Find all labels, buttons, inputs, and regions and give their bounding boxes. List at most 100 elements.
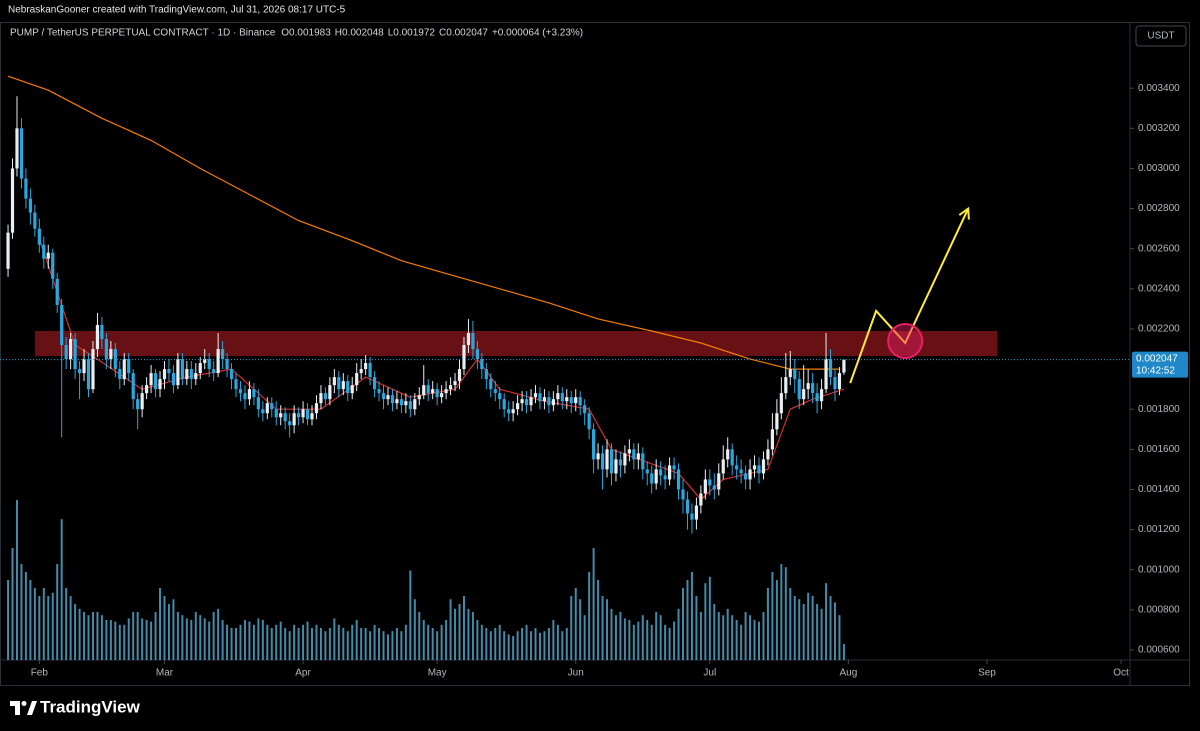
volume-bar	[534, 628, 537, 660]
candle-body	[757, 465, 761, 474]
resistance-zone	[34, 330, 998, 357]
volume-bar	[105, 620, 108, 660]
volume-bar	[659, 615, 662, 660]
y-tick-label: 0.000800	[1138, 604, 1180, 615]
candle-body	[95, 324, 100, 350]
volume-bar	[302, 624, 305, 660]
volume-bar	[378, 628, 381, 660]
candle-body	[261, 409, 265, 414]
volume-bar	[395, 628, 398, 660]
candle-body	[551, 399, 555, 406]
volume-bar	[682, 588, 685, 660]
candle-body	[726, 449, 730, 460]
volume-bar	[47, 596, 50, 660]
candle-body	[256, 397, 260, 410]
candle-body	[837, 373, 842, 390]
volume-bar	[123, 624, 126, 660]
candle-body	[292, 413, 296, 426]
volume-bar	[118, 624, 121, 660]
volume-bar	[556, 624, 559, 660]
candle-body	[676, 469, 681, 490]
candle-body	[511, 409, 515, 414]
volume-bar	[221, 620, 224, 660]
volume-bar	[503, 631, 506, 660]
candle-body	[681, 489, 685, 500]
volume-bar	[619, 612, 622, 660]
symbol: PUMP / TetherUS PERPETUAL CONTRACT · 1D …	[10, 28, 276, 39]
volume-bar	[641, 615, 644, 660]
candle-body	[314, 403, 319, 414]
brand: TradingView	[40, 697, 141, 716]
volume-bar	[109, 620, 112, 660]
candle-body	[565, 397, 569, 402]
volume-bar	[454, 608, 457, 660]
volume-bar	[154, 612, 157, 660]
volume-bar	[15, 500, 18, 660]
candle-body	[775, 413, 779, 430]
candle-body	[140, 393, 144, 410]
volume-bar	[717, 612, 720, 660]
volume-bar	[673, 621, 676, 660]
volume-bar	[570, 596, 573, 660]
volume-bar	[24, 572, 27, 660]
volume-bar	[56, 564, 59, 660]
candle-body	[238, 389, 243, 394]
volume-bar	[498, 624, 501, 660]
volume-bar	[757, 621, 760, 660]
volume-bar	[574, 588, 577, 660]
candle-body	[802, 389, 806, 400]
volume-bar	[346, 631, 349, 660]
volume-bar	[480, 624, 483, 660]
volume-bar	[664, 624, 667, 660]
candle-body	[198, 363, 202, 374]
candle-body	[641, 453, 645, 470]
volume-bar	[597, 580, 600, 660]
candle-body	[301, 409, 305, 418]
volume-bar	[833, 602, 836, 660]
volume-bar	[561, 631, 564, 660]
volume-bar	[583, 615, 586, 660]
volume-bar	[181, 615, 184, 660]
y-tick-label: 0.003200	[1138, 123, 1180, 134]
volume-bar	[784, 567, 787, 660]
candle-body	[413, 399, 417, 410]
candle-body	[556, 393, 560, 400]
volume-bar	[172, 599, 175, 660]
candle-body	[569, 397, 573, 404]
currency[interactable]: USDT	[1147, 31, 1174, 42]
candle-body	[364, 363, 368, 370]
currency-box[interactable]	[1135, 25, 1187, 47]
candle-body	[145, 385, 149, 394]
candle-body	[596, 453, 600, 460]
x-tick-label: Feb	[31, 668, 49, 679]
volume-bar	[87, 615, 90, 660]
volume-bar	[530, 631, 533, 660]
candle-body	[708, 479, 712, 486]
volume-bar	[445, 620, 448, 660]
candle-body	[28, 198, 32, 213]
volume-bar	[217, 608, 220, 660]
candle-body	[578, 397, 582, 406]
candle-body	[212, 369, 216, 374]
candle-body	[475, 349, 479, 360]
volume-bar	[324, 631, 327, 660]
candle-body	[131, 373, 135, 400]
candle-body	[10, 168, 15, 233]
ohlc-label: C	[439, 28, 446, 39]
y-tick-label: 0.003000	[1138, 163, 1180, 174]
candle-body	[712, 485, 716, 490]
candle-body	[417, 395, 421, 400]
y-tick-label: 0.001800	[1138, 404, 1180, 415]
volume-bar	[735, 620, 738, 660]
candle-body	[6, 232, 10, 269]
volume-bar	[771, 572, 774, 660]
candle-body	[113, 349, 117, 370]
volume-bar	[369, 631, 372, 660]
volume-bar	[744, 612, 747, 660]
price-tag-value: 0.002047	[1136, 353, 1178, 364]
candle-body	[498, 393, 502, 400]
volume-bar	[731, 615, 734, 660]
candle-body	[819, 389, 824, 402]
x-tick-label: Jun	[568, 668, 584, 679]
